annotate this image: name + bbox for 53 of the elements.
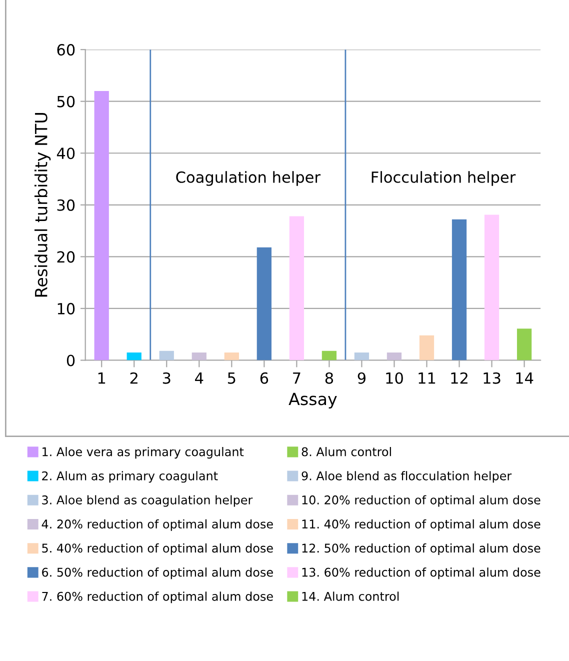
annotation: Coagulation helper (176, 171, 321, 186)
x-tick-label: 3 (162, 372, 170, 384)
x-tick-label: 6 (260, 372, 268, 384)
bar (192, 352, 206, 360)
bar (419, 335, 434, 360)
bar (94, 91, 109, 360)
y-tick-label: 60 (57, 44, 75, 56)
x-tick-label: 10 (386, 372, 403, 384)
x-tick-label: 13 (484, 372, 500, 384)
legend-label: 10. 20% reduction of optimal alum dose (302, 495, 540, 507)
legend-label: 8. Alum control (302, 447, 391, 456)
y-tick-label: 20 (57, 251, 75, 263)
x-axis-title: Assay (288, 392, 337, 409)
legend-label: 3. Aloe blend as coagulation helper (42, 495, 253, 507)
y-tick-label: 30 (57, 199, 75, 211)
x-tick-label: 1 (98, 372, 106, 384)
legend-label: 7. 60% reduction of optimal alum dose (42, 592, 273, 604)
y-tick-label: 10 (58, 302, 75, 314)
bar (126, 352, 142, 360)
legend-label: 13. 60% reduction of optimal alum dose (302, 568, 540, 580)
bar (484, 214, 500, 360)
bar (256, 247, 272, 360)
x-tick-label: 4 (195, 372, 204, 384)
x-tick-label: 7 (293, 372, 300, 384)
legend-label: 11. 40% reduction of optimal alum dose (302, 519, 540, 531)
y-tick-label: 50 (57, 96, 75, 108)
bar (159, 350, 174, 360)
legend-label: 9. Aloe blend as flocculation helper (302, 471, 512, 483)
legend-label: 12. 50% reduction of optimal alum dose (302, 543, 540, 555)
x-tick-label: 2 (130, 372, 138, 384)
x-tick-label: 14 (516, 372, 534, 384)
x-tick-label: 8 (325, 372, 334, 384)
annotation: Flocculation helper (372, 171, 516, 186)
legend-label: 5. 40% reduction of optimal alum dose (42, 543, 273, 555)
bar (516, 328, 532, 360)
x-tick-label: 5 (228, 372, 236, 384)
bar (452, 219, 467, 360)
y-tick-label: 0 (66, 354, 75, 366)
legend-label: 4. 20% reduction of optimal alum dose (42, 519, 273, 531)
legend-label: 6. 50% reduction of optimal alum dose (42, 568, 273, 580)
bar (386, 352, 402, 360)
bar (289, 216, 304, 360)
legend-label: 2. Alum as primary coagulant (42, 471, 218, 483)
bar (224, 352, 239, 360)
y-axis-title: Residual turbidity NTU (34, 113, 51, 297)
x-tick-label: 12 (451, 372, 468, 384)
x-tick-label: 11 (418, 372, 436, 384)
bar (354, 352, 370, 360)
y-tick-label: 40 (56, 148, 75, 160)
legend-label: 14. Alum control (302, 592, 399, 601)
legend-label: 1. Aloe vera as primary coagulant (42, 447, 244, 459)
x-tick-label: 9 (358, 372, 366, 384)
bar (322, 350, 337, 360)
